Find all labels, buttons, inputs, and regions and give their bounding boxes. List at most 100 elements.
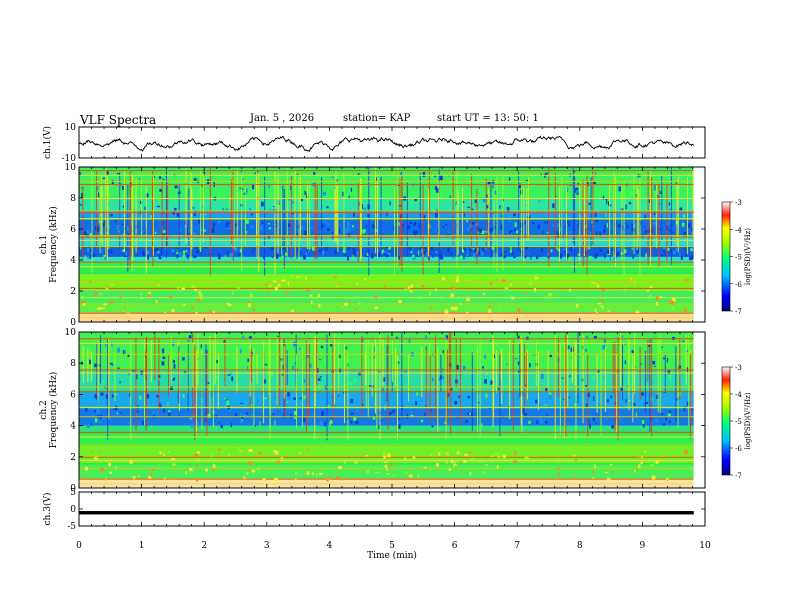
- noise-dot: [576, 221, 579, 224]
- noise-dot: [240, 412, 242, 417]
- sferic-line: [600, 350, 602, 436]
- spectral-line: [79, 281, 694, 283]
- noise-dot: [149, 215, 153, 218]
- sferic-line: [661, 175, 663, 241]
- noise-dot: [370, 253, 374, 259]
- noise-dot: [218, 448, 221, 451]
- noise-dot: [291, 381, 294, 383]
- noise-dot: [585, 385, 588, 388]
- noise-dot: [386, 472, 390, 476]
- noise-dot: [540, 248, 544, 252]
- noise-dot: [492, 212, 495, 215]
- noise-dot: [185, 470, 187, 475]
- no-data-region: [693, 332, 705, 488]
- noise-dot: [436, 336, 439, 340]
- noise-dot: [456, 278, 459, 283]
- noise-dot: [501, 205, 503, 208]
- noise-dot: [500, 252, 503, 256]
- sferic-line: [197, 333, 199, 389]
- noise-dot: [195, 477, 199, 482]
- noise-dot: [204, 246, 208, 249]
- noise-dot: [178, 414, 180, 418]
- sferic-line: [476, 188, 478, 265]
- sferic-line: [100, 175, 102, 243]
- noise-dot: [628, 201, 632, 205]
- freq-band: [79, 198, 694, 211]
- noise-dot: [421, 248, 423, 254]
- noise-dot: [129, 460, 133, 464]
- noise-dot: [217, 364, 219, 367]
- noise-dot: [232, 291, 234, 295]
- noise-dot: [640, 461, 643, 465]
- sferic-line: [427, 188, 429, 257]
- noise-dot: [303, 378, 306, 383]
- x-tick-label: 4: [327, 541, 333, 551]
- noise-dot: [292, 365, 295, 371]
- noise-dot: [654, 223, 657, 226]
- noise-dot: [198, 219, 201, 224]
- noise-dot: [489, 339, 492, 342]
- noise-dot: [420, 419, 424, 423]
- noise-dot: [351, 412, 354, 416]
- noise-dot: [476, 226, 479, 232]
- colorbar-tick-label: -5: [735, 254, 742, 262]
- sferic-line: [397, 354, 399, 441]
- freq-band: [79, 391, 694, 407]
- noise-dot: [162, 178, 165, 181]
- noise-dot: [188, 232, 191, 236]
- noise-dot: [398, 424, 401, 429]
- noise-dot: [589, 255, 592, 260]
- noise-dot: [645, 253, 648, 258]
- sferic-line: [256, 172, 258, 245]
- date-label: Jan. 5 , 2026: [250, 113, 315, 124]
- sferic-line: [435, 335, 437, 421]
- noise-dot: [451, 286, 455, 290]
- sferic-line: [521, 339, 523, 434]
- sferic-line: [336, 183, 338, 244]
- noise-dot: [524, 413, 528, 416]
- sferic-line: [493, 341, 495, 419]
- noise-dot: [440, 255, 444, 260]
- noise-dot: [299, 397, 302, 400]
- noise-dot: [285, 292, 290, 295]
- noise-dot: [577, 253, 580, 256]
- noise-dot: [557, 467, 560, 471]
- noise-dot: [114, 220, 117, 223]
- noise-dot: [374, 295, 378, 299]
- noise-dot: [576, 190, 579, 194]
- noise-dot: [686, 401, 690, 406]
- noise-dot: [240, 170, 242, 172]
- sferic-line: [284, 342, 286, 417]
- noise-dot: [606, 418, 608, 421]
- sferic-line: [165, 168, 167, 259]
- colorbar-label: log(PSD)(V²/Hz): [744, 392, 752, 449]
- noise-dot: [281, 279, 286, 282]
- noise-dot: [182, 357, 185, 361]
- noise-dot: [509, 233, 512, 237]
- sferic-line: [307, 183, 309, 250]
- noise-dot: [194, 453, 199, 457]
- noise-dot: [128, 233, 131, 235]
- noise-dot: [667, 369, 671, 375]
- noise-dot: [194, 246, 198, 249]
- noise-dot: [228, 409, 231, 412]
- noise-dot: [261, 210, 263, 213]
- noise-dot: [185, 250, 188, 252]
- noise-dot: [321, 250, 324, 256]
- noise-dot: [295, 478, 297, 480]
- noise-dot: [116, 412, 119, 415]
- noise-dot: [418, 223, 420, 229]
- sferic-line: [178, 345, 180, 404]
- sferic-line: [91, 170, 93, 274]
- sferic-line: [185, 168, 187, 244]
- sferic-line: [321, 177, 323, 256]
- sferic-line: [188, 188, 190, 253]
- x-tick-label: 5: [389, 541, 395, 551]
- noise-dot: [690, 468, 692, 471]
- sferic-line: [639, 170, 641, 276]
- noise-dot: [94, 410, 97, 413]
- noise-dot: [89, 254, 92, 259]
- noise-dot: [225, 414, 227, 418]
- sferic-line: [132, 174, 134, 261]
